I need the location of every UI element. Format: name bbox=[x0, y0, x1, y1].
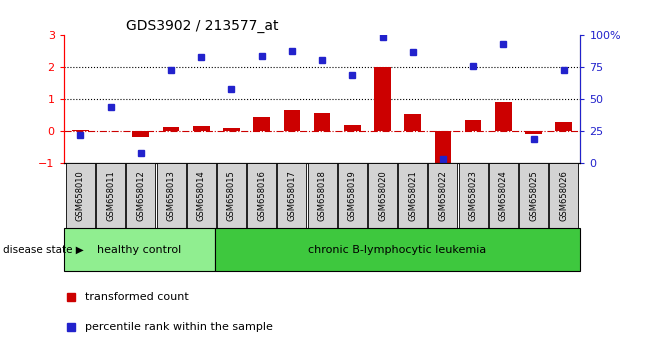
Bar bbox=[489, 164, 518, 228]
Text: GSM658013: GSM658013 bbox=[166, 170, 176, 221]
Text: GSM658026: GSM658026 bbox=[560, 170, 568, 221]
Text: GSM658025: GSM658025 bbox=[529, 170, 538, 221]
Bar bbox=[495, 102, 512, 131]
Text: GSM658018: GSM658018 bbox=[317, 170, 327, 221]
Bar bbox=[126, 164, 155, 228]
Bar bbox=[519, 164, 548, 228]
Text: GSM658011: GSM658011 bbox=[106, 170, 115, 221]
Bar bbox=[215, 228, 580, 271]
Bar bbox=[156, 164, 185, 228]
Bar bbox=[254, 116, 270, 131]
Bar bbox=[193, 126, 209, 131]
Text: GSM658020: GSM658020 bbox=[378, 170, 387, 221]
Bar bbox=[64, 228, 215, 271]
Bar bbox=[217, 164, 246, 228]
Bar bbox=[398, 164, 427, 228]
Text: GSM658012: GSM658012 bbox=[136, 170, 146, 221]
Text: GSM658015: GSM658015 bbox=[227, 170, 236, 221]
Bar bbox=[556, 122, 572, 131]
Bar bbox=[314, 113, 330, 131]
Text: percentile rank within the sample: percentile rank within the sample bbox=[85, 321, 273, 332]
Text: GSM658023: GSM658023 bbox=[468, 170, 478, 221]
Bar bbox=[550, 164, 578, 228]
Text: GSM658021: GSM658021 bbox=[408, 170, 417, 221]
Text: transformed count: transformed count bbox=[85, 291, 189, 302]
Bar bbox=[435, 131, 451, 163]
Bar bbox=[429, 164, 458, 228]
Bar bbox=[344, 125, 360, 131]
Bar bbox=[96, 164, 125, 228]
Text: GSM658016: GSM658016 bbox=[257, 170, 266, 221]
Bar bbox=[187, 164, 215, 228]
Bar bbox=[307, 164, 337, 228]
Bar bbox=[465, 120, 482, 131]
Bar bbox=[459, 164, 488, 228]
Text: GSM658024: GSM658024 bbox=[499, 170, 508, 221]
Bar bbox=[284, 110, 300, 131]
Text: GSM658017: GSM658017 bbox=[287, 170, 297, 221]
Text: GSM658019: GSM658019 bbox=[348, 170, 357, 221]
Bar bbox=[66, 164, 95, 228]
Bar bbox=[72, 130, 89, 131]
Bar bbox=[223, 128, 240, 131]
Bar bbox=[368, 164, 397, 228]
Bar bbox=[525, 131, 542, 133]
Text: GDS3902 / 213577_at: GDS3902 / 213577_at bbox=[125, 19, 278, 33]
Bar bbox=[405, 114, 421, 131]
Bar bbox=[132, 131, 149, 137]
Text: healthy control: healthy control bbox=[97, 245, 181, 255]
Bar bbox=[338, 164, 367, 228]
Text: chronic B-lymphocytic leukemia: chronic B-lymphocytic leukemia bbox=[309, 245, 486, 255]
Bar bbox=[162, 127, 179, 131]
Bar bbox=[277, 164, 307, 228]
Text: GSM658022: GSM658022 bbox=[438, 170, 448, 221]
Text: GSM658010: GSM658010 bbox=[76, 170, 85, 221]
Text: disease state ▶: disease state ▶ bbox=[3, 245, 84, 255]
Text: GSM658014: GSM658014 bbox=[197, 170, 206, 221]
Bar bbox=[247, 164, 276, 228]
Bar bbox=[374, 67, 391, 131]
